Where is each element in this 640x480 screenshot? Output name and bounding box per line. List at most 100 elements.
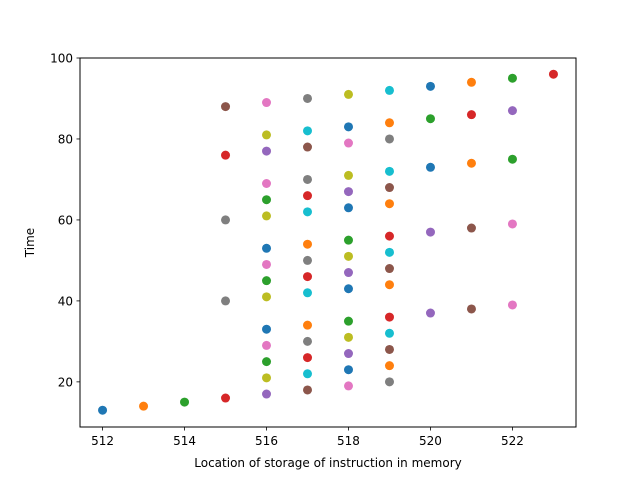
data-point	[303, 142, 313, 152]
data-point	[303, 272, 313, 282]
data-point	[343, 235, 353, 245]
data-point	[425, 308, 435, 318]
data-point	[384, 344, 394, 354]
data-point	[221, 296, 231, 306]
data-point	[303, 255, 313, 265]
x-axis: 512 514 516 518 520 522	[91, 427, 524, 448]
data-point	[466, 304, 476, 314]
data-point	[262, 146, 272, 156]
data-point	[548, 69, 558, 79]
plot-area-frame	[79, 57, 577, 428]
data-point	[343, 89, 353, 99]
data-point	[384, 199, 394, 209]
data-point	[221, 393, 231, 403]
data-point	[343, 203, 353, 213]
data-point	[303, 239, 313, 249]
x-tick-label: 520	[419, 434, 442, 448]
data-point	[303, 207, 313, 217]
data-point	[262, 389, 272, 399]
data-point	[262, 195, 272, 205]
data-point	[303, 174, 313, 184]
data-point	[343, 284, 353, 294]
data-point	[303, 93, 313, 103]
data-point	[262, 259, 272, 269]
data-point	[507, 154, 517, 164]
x-tick-label: 514	[173, 434, 196, 448]
data-point	[384, 85, 394, 95]
data-point	[343, 349, 353, 359]
data-point	[303, 369, 313, 379]
data-point	[507, 300, 517, 310]
data-point	[425, 114, 435, 124]
data-point	[262, 130, 272, 140]
data-point	[384, 264, 394, 274]
data-point	[466, 77, 476, 87]
data-point	[262, 324, 272, 334]
data-point	[262, 211, 272, 221]
data-point	[343, 138, 353, 148]
data-point	[384, 280, 394, 290]
data-point	[221, 150, 231, 160]
data-point	[343, 122, 353, 132]
data-point	[384, 377, 394, 387]
data-point	[384, 361, 394, 371]
data-point	[98, 405, 108, 415]
x-tick-label: 518	[337, 434, 360, 448]
data-point	[507, 106, 517, 116]
data-point	[221, 215, 231, 225]
x-tick-label: 522	[501, 434, 524, 448]
data-point	[425, 227, 435, 237]
data-point	[180, 397, 190, 407]
data-point	[221, 102, 231, 112]
data-point	[303, 385, 313, 395]
data-point	[262, 357, 272, 367]
data-point	[507, 219, 517, 229]
data-point	[303, 353, 313, 363]
x-axis-label: Location of storage of instruction in me…	[194, 456, 461, 470]
data-point	[343, 381, 353, 391]
data-point	[343, 316, 353, 326]
data-point	[384, 183, 394, 193]
data-point	[343, 332, 353, 342]
y-tick-label: 100	[50, 52, 73, 66]
y-axis: 20 40 60 80 100	[50, 52, 80, 389]
data-point	[384, 231, 394, 241]
data-point	[466, 110, 476, 120]
data-point	[425, 81, 435, 91]
data-point	[466, 223, 476, 233]
data-point	[262, 292, 272, 302]
x-tick-label: 512	[91, 434, 114, 448]
data-point	[384, 328, 394, 338]
points-layer	[98, 69, 558, 415]
data-point	[384, 134, 394, 144]
data-point	[262, 276, 272, 286]
data-point	[343, 187, 353, 197]
data-point	[303, 320, 313, 330]
data-point	[139, 401, 149, 411]
data-point	[303, 126, 313, 136]
data-point	[303, 191, 313, 201]
data-point	[507, 73, 517, 83]
data-point	[262, 98, 272, 108]
data-point	[262, 373, 272, 383]
y-tick-label: 40	[58, 294, 73, 308]
data-point	[262, 178, 272, 188]
data-point	[343, 170, 353, 180]
y-tick-label: 80	[58, 132, 73, 146]
data-point	[425, 162, 435, 172]
data-point	[303, 336, 313, 346]
data-point	[343, 251, 353, 261]
data-point	[343, 365, 353, 375]
data-point	[384, 312, 394, 322]
data-point	[384, 247, 394, 257]
y-tick-label: 60	[58, 213, 73, 227]
data-point	[384, 118, 394, 128]
data-point	[262, 243, 272, 253]
data-point	[303, 288, 313, 298]
data-point	[466, 158, 476, 168]
y-tick-label: 20	[58, 375, 73, 389]
data-point	[262, 340, 272, 350]
data-point	[343, 268, 353, 278]
